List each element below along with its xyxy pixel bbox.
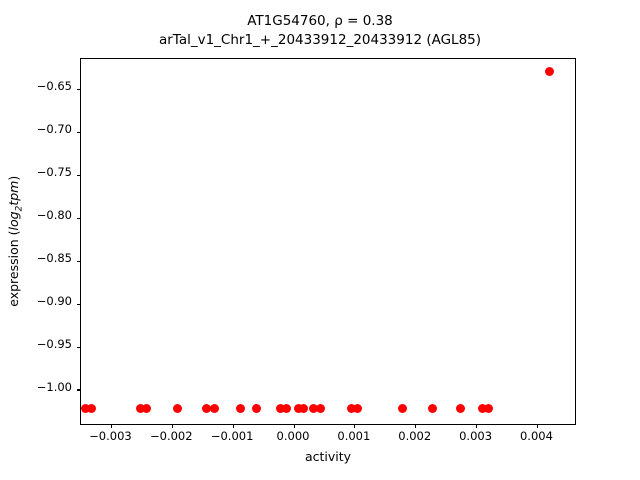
x-axis-tick-label: 0.004 (519, 429, 553, 443)
chart-title: AT1G54760, ρ = 0.38 arTal_v1_Chr1_+_2043… (0, 12, 640, 50)
scatter-point (172, 403, 182, 413)
x-axis-tick-label: −0.001 (210, 429, 254, 443)
y-axis-tick (77, 88, 81, 91)
scatter-point (299, 403, 309, 413)
scatter-point (141, 403, 151, 413)
y-axis-tick (77, 346, 81, 348)
y-axis-tick (77, 303, 81, 305)
y-axis-label: expression (log2tpm) (5, 58, 25, 425)
scatter-point (478, 403, 488, 413)
scatter-point (428, 403, 438, 413)
scatter-point (136, 403, 146, 413)
x-axis-tick-label: 0.000 (276, 429, 310, 443)
chart-title-line2: arTal_v1_Chr1_+_20433912_20433912 (AGL85… (158, 32, 482, 48)
scatter-point (455, 403, 465, 413)
x-axis-label: activity (304, 449, 352, 464)
y-axis-tick (77, 131, 81, 133)
y-axis-label-sub: 2 (14, 205, 25, 212)
y-axis-label-prefix: expression ( (5, 230, 21, 307)
scatter-point (484, 403, 494, 413)
x-axis-tick-label: −0.002 (150, 429, 193, 443)
scatter-point (308, 403, 318, 413)
x-axis-tick (415, 424, 417, 428)
x-axis-tick (354, 424, 356, 428)
x-axis-tick (536, 424, 539, 428)
scatter-point (276, 403, 286, 413)
y-axis-label-suffix: ) (5, 176, 21, 181)
scatter-point (545, 67, 555, 77)
x-axis-tick (293, 424, 295, 428)
y-axis-label-log: log (5, 211, 21, 231)
scatter-point (397, 403, 407, 413)
scatter-point (282, 403, 292, 413)
x-axis-tick (232, 424, 234, 428)
x-axis-tick (171, 424, 173, 428)
scatter-point (352, 403, 362, 413)
x-axis-tick-label: 0.001 (337, 429, 371, 443)
x-axis-tick (476, 424, 478, 428)
scatter-point (87, 403, 97, 413)
scatter-point (235, 403, 245, 413)
scatter-point (202, 403, 212, 413)
y-axis-label-tpm: tpm (5, 180, 21, 206)
scatter-point (346, 403, 356, 413)
y-axis-tick (77, 217, 81, 219)
x-axis-tick-label: 0.003 (459, 429, 493, 443)
x-axis-tick-label: 0.002 (398, 429, 432, 443)
scatter-point (315, 403, 325, 413)
scatter-point (210, 403, 220, 413)
scatter-point (81, 403, 91, 413)
scatter-point (294, 403, 304, 413)
y-axis-tick (77, 389, 81, 391)
chart-title-line1: AT1G54760, ρ = 0.38 (247, 13, 393, 29)
plot-axes (77, 58, 576, 428)
plot-area (81, 59, 575, 424)
y-axis-tick (77, 174, 81, 176)
x-axis-tick (110, 424, 113, 428)
scatter-point (251, 403, 261, 413)
y-axis-tick (77, 260, 81, 262)
x-axis-tick-label: −0.003 (89, 429, 132, 443)
